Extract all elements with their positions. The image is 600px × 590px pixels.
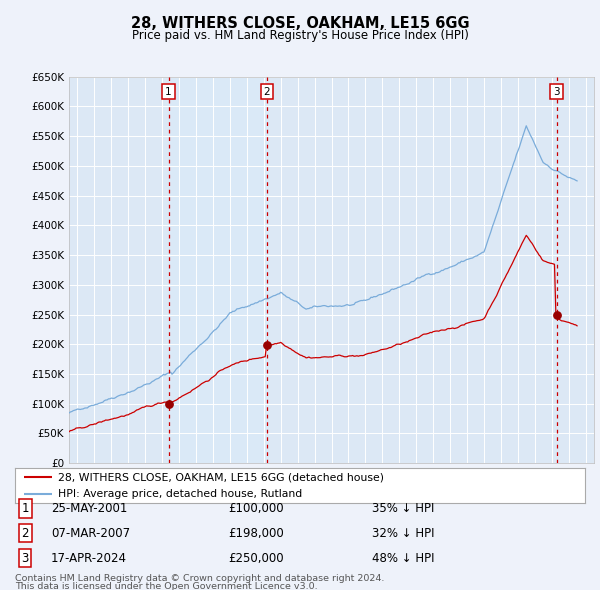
Text: 3: 3 <box>22 552 29 565</box>
Bar <box>169 77 267 463</box>
Text: 07-MAR-2007: 07-MAR-2007 <box>51 527 130 540</box>
Text: 17-APR-2024: 17-APR-2024 <box>51 552 127 565</box>
Text: 1: 1 <box>22 502 29 515</box>
Text: Price paid vs. HM Land Registry's House Price Index (HPI): Price paid vs. HM Land Registry's House … <box>131 29 469 42</box>
Text: Contains HM Land Registry data © Crown copyright and database right 2024.: Contains HM Land Registry data © Crown c… <box>15 573 385 583</box>
Text: 3: 3 <box>553 87 560 97</box>
Point <box>552 310 562 319</box>
Text: £250,000: £250,000 <box>228 552 284 565</box>
Text: £198,000: £198,000 <box>228 527 284 540</box>
Text: 25-MAY-2001: 25-MAY-2001 <box>51 502 127 515</box>
Text: 32% ↓ HPI: 32% ↓ HPI <box>372 527 434 540</box>
Text: This data is licensed under the Open Government Licence v3.0.: This data is licensed under the Open Gov… <box>15 582 317 590</box>
Text: 28, WITHERS CLOSE, OAKHAM, LE15 6GG: 28, WITHERS CLOSE, OAKHAM, LE15 6GG <box>131 16 469 31</box>
Text: 2: 2 <box>22 527 29 540</box>
Text: 48% ↓ HPI: 48% ↓ HPI <box>372 552 434 565</box>
Text: HPI: Average price, detached house, Rutland: HPI: Average price, detached house, Rutl… <box>58 489 302 499</box>
Text: £100,000: £100,000 <box>228 502 284 515</box>
Point <box>164 399 173 408</box>
Text: 28, WITHERS CLOSE, OAKHAM, LE15 6GG (detached house): 28, WITHERS CLOSE, OAKHAM, LE15 6GG (det… <box>58 473 384 483</box>
Point <box>262 340 272 350</box>
Text: 1: 1 <box>165 87 172 97</box>
Text: 2: 2 <box>263 87 270 97</box>
Text: 35% ↓ HPI: 35% ↓ HPI <box>372 502 434 515</box>
